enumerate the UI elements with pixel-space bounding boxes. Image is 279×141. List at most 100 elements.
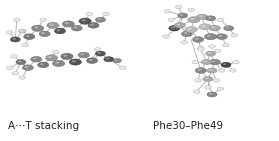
Circle shape [189, 9, 191, 10]
Circle shape [79, 18, 91, 24]
Circle shape [232, 34, 235, 35]
Circle shape [41, 19, 44, 20]
Circle shape [178, 13, 188, 18]
Circle shape [25, 66, 28, 68]
Circle shape [164, 10, 171, 13]
Circle shape [207, 35, 211, 37]
Circle shape [97, 18, 101, 20]
Circle shape [8, 67, 10, 68]
Circle shape [180, 14, 183, 16]
Circle shape [208, 17, 211, 19]
Circle shape [20, 30, 23, 31]
Circle shape [6, 31, 13, 34]
Circle shape [65, 22, 69, 24]
Circle shape [185, 27, 197, 33]
Circle shape [73, 27, 77, 28]
Circle shape [62, 21, 74, 27]
Circle shape [234, 61, 236, 62]
Circle shape [78, 52, 89, 58]
Circle shape [207, 68, 217, 73]
Circle shape [48, 56, 52, 58]
Circle shape [206, 86, 208, 88]
Circle shape [61, 53, 73, 60]
Circle shape [54, 28, 66, 34]
Circle shape [72, 60, 76, 62]
Circle shape [40, 18, 47, 21]
Circle shape [13, 18, 20, 21]
Circle shape [55, 62, 59, 64]
Circle shape [121, 67, 123, 68]
Circle shape [206, 16, 216, 21]
Circle shape [193, 37, 204, 42]
Circle shape [177, 6, 179, 7]
Circle shape [52, 50, 59, 54]
Circle shape [209, 69, 213, 71]
Circle shape [205, 34, 217, 40]
Circle shape [218, 35, 222, 37]
Circle shape [33, 58, 37, 60]
Circle shape [203, 76, 213, 81]
Circle shape [10, 37, 20, 42]
Circle shape [199, 48, 201, 49]
Circle shape [81, 19, 86, 21]
Circle shape [95, 51, 105, 56]
Circle shape [188, 17, 200, 23]
Circle shape [213, 79, 220, 82]
Circle shape [224, 26, 234, 31]
Circle shape [13, 72, 16, 73]
Circle shape [39, 31, 50, 37]
Circle shape [96, 48, 98, 49]
Circle shape [89, 59, 93, 61]
Text: A⋯T stacking: A⋯T stacking [8, 121, 80, 131]
Circle shape [94, 48, 101, 51]
Circle shape [184, 32, 187, 34]
Circle shape [19, 76, 26, 79]
Circle shape [69, 59, 81, 65]
Text: Phe30–Phe49: Phe30–Phe49 [153, 121, 223, 131]
Circle shape [217, 18, 224, 21]
Circle shape [32, 25, 44, 31]
Circle shape [95, 17, 105, 22]
Circle shape [88, 23, 99, 28]
Circle shape [12, 72, 19, 75]
Circle shape [197, 14, 208, 20]
Circle shape [57, 29, 61, 31]
Circle shape [8, 31, 10, 33]
Circle shape [199, 47, 201, 48]
Circle shape [216, 50, 218, 51]
Circle shape [181, 41, 187, 44]
Circle shape [218, 88, 221, 89]
Circle shape [199, 24, 211, 30]
Circle shape [22, 43, 28, 47]
Circle shape [6, 66, 13, 69]
Circle shape [106, 58, 109, 60]
Circle shape [174, 23, 186, 28]
Circle shape [216, 34, 227, 39]
Circle shape [211, 60, 215, 62]
Circle shape [209, 25, 220, 31]
Circle shape [87, 13, 90, 14]
Circle shape [201, 60, 211, 65]
Circle shape [163, 35, 169, 38]
Circle shape [203, 60, 207, 62]
Circle shape [22, 65, 33, 70]
Circle shape [198, 46, 204, 50]
Circle shape [15, 19, 17, 20]
Circle shape [86, 58, 98, 63]
Circle shape [206, 51, 216, 56]
Circle shape [31, 56, 42, 62]
Circle shape [20, 77, 23, 78]
Circle shape [40, 63, 44, 65]
Circle shape [103, 12, 109, 16]
Circle shape [86, 12, 93, 16]
Circle shape [195, 79, 201, 82]
Circle shape [165, 10, 168, 11]
Circle shape [210, 46, 212, 47]
Circle shape [52, 60, 65, 67]
Circle shape [177, 24, 181, 26]
Circle shape [170, 19, 172, 20]
Circle shape [193, 61, 196, 62]
Circle shape [193, 90, 200, 93]
Circle shape [231, 34, 238, 37]
Circle shape [119, 66, 126, 69]
